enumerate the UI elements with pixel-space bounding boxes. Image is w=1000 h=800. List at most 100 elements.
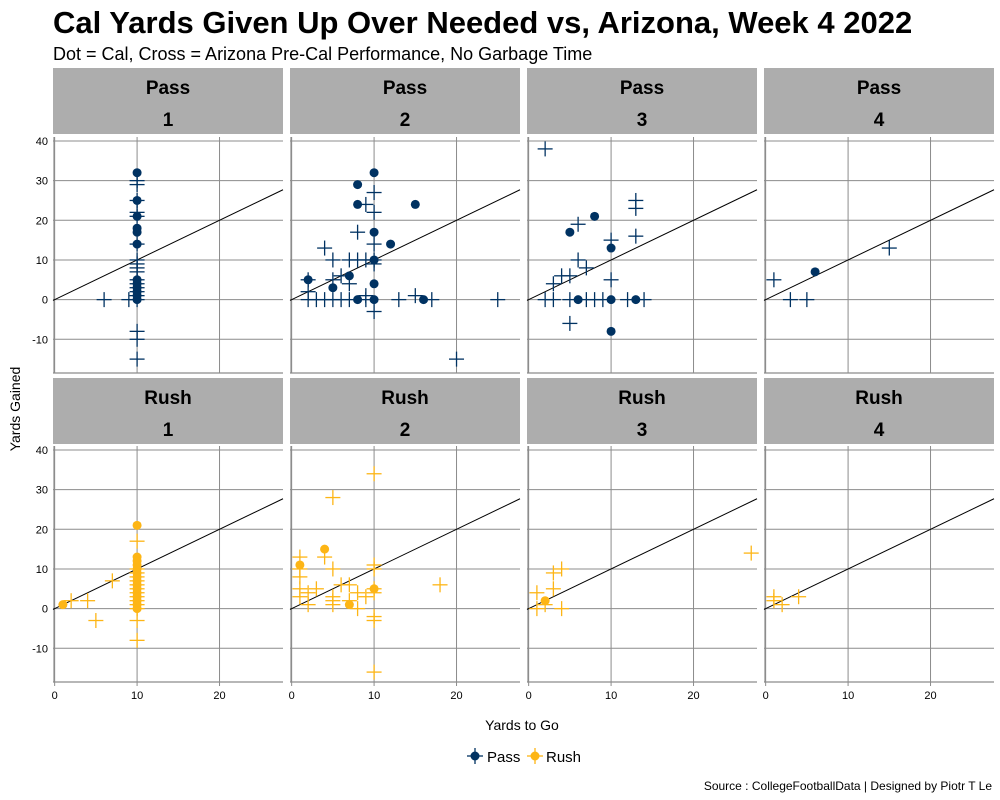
- dot-point: [369, 584, 379, 594]
- cross-point: [325, 589, 341, 605]
- x-tick-label: 20: [924, 690, 936, 702]
- reference-line-y-equals-x: [289, 189, 521, 301]
- x-tick-label: 10: [842, 690, 854, 702]
- strip-background: [290, 378, 520, 444]
- strip-type-label: Rush: [618, 388, 666, 409]
- cross-point: [350, 585, 366, 601]
- reference-line-y-equals-x: [52, 498, 284, 610]
- strip-type-label: Pass: [146, 78, 190, 99]
- legend-rush-key: [527, 748, 543, 764]
- cross-point: [603, 272, 619, 288]
- cross-point: [782, 292, 798, 308]
- cross-point: [570, 252, 586, 268]
- dot-point: [573, 295, 583, 305]
- x-tick-label: 10: [605, 690, 617, 702]
- dot-point: [369, 227, 379, 237]
- panel-pass-1: Pass 1 -10 0 10 20 30 40: [32, 68, 284, 374]
- cross-point: [341, 577, 357, 593]
- facet-strip: Rush 3: [527, 378, 757, 444]
- y-tick-label: 20: [36, 215, 48, 227]
- x-tick-label: 20: [687, 690, 699, 702]
- dot-point: [590, 211, 600, 221]
- strip-down-label: 2: [400, 420, 411, 441]
- y-tick-label: 10: [36, 564, 48, 576]
- y-tick-label: 20: [36, 524, 48, 536]
- dot-point: [369, 168, 379, 178]
- dot-point: [132, 211, 142, 221]
- cross-point: [88, 613, 104, 629]
- dot-point: [410, 199, 420, 209]
- cross-point: [562, 268, 578, 284]
- dot-point: [565, 227, 575, 237]
- facet-strip: Pass 4: [764, 68, 994, 134]
- dot-point: [328, 283, 338, 293]
- dot-point: [369, 295, 379, 305]
- cross-point: [578, 260, 594, 276]
- cross-point: [366, 466, 382, 482]
- x-tick-label: 10: [131, 690, 143, 702]
- dot-point: [353, 180, 363, 190]
- dot-point: [369, 279, 379, 289]
- reference-line-y-equals-x: [526, 498, 758, 610]
- facet-strip: Rush 4: [764, 378, 994, 444]
- cross-point: [537, 141, 553, 157]
- cross-point: [366, 236, 382, 252]
- dot-point: [386, 239, 396, 249]
- panel-pass-4: Pass 4: [763, 68, 995, 374]
- dot-point: [631, 295, 641, 305]
- facet-strip: Rush 1: [53, 378, 283, 444]
- cross-point: [449, 351, 465, 367]
- dot-point: [344, 600, 354, 610]
- y-tick-label: -10: [32, 643, 48, 655]
- cross-point: [350, 601, 366, 617]
- y-tick-label: 0: [42, 604, 48, 616]
- x-tick-label: 0: [52, 690, 58, 702]
- facet-strip: Pass 3: [527, 68, 757, 134]
- cross-point: [129, 331, 145, 347]
- dot-point: [606, 326, 616, 336]
- strip-type-label: Rush: [381, 388, 429, 409]
- cross-point: [366, 304, 382, 320]
- y-tick-label: 40: [36, 136, 48, 148]
- cross-point: [545, 292, 561, 308]
- strip-background: [764, 378, 994, 444]
- y-tick-label: 30: [36, 176, 48, 188]
- cross-point: [881, 240, 897, 256]
- legend-rush-label: Rush: [546, 749, 581, 766]
- cross-point: [366, 557, 382, 573]
- dot-point: [132, 227, 142, 237]
- cross-point: [300, 597, 316, 613]
- dot-point: [132, 520, 142, 530]
- cross-point: [545, 565, 561, 581]
- dot-point: [320, 544, 330, 554]
- facet-strip: Pass 2: [290, 68, 520, 134]
- reference-line-y-equals-x: [526, 189, 758, 301]
- strip-background: [53, 68, 283, 134]
- dot-point: [132, 295, 142, 305]
- strip-type-label: Rush: [144, 388, 192, 409]
- cross-point: [129, 632, 145, 648]
- cross-point: [129, 177, 145, 193]
- cross-point: [791, 589, 807, 605]
- cross-point: [358, 589, 374, 605]
- cross-point: [325, 490, 341, 506]
- dot-point: [419, 295, 429, 305]
- cross-point: [743, 545, 759, 561]
- cross-point: [766, 272, 782, 288]
- cross-point: [766, 593, 782, 609]
- legend-pass-key: [467, 748, 483, 764]
- strip-background: [764, 68, 994, 134]
- cross-point: [529, 601, 545, 617]
- dot-point: [810, 267, 820, 277]
- x-axis-label: Yards to Go: [485, 717, 559, 733]
- cross-point: [80, 593, 96, 609]
- panel-rush-4: Rush 4 0 10 20: [763, 378, 995, 702]
- x-tick-label: 20: [213, 690, 225, 702]
- cross-point: [129, 351, 145, 367]
- cross-point: [529, 585, 545, 601]
- strip-type-label: Pass: [620, 78, 664, 99]
- dot-point: [540, 596, 550, 606]
- strip-down-label: 3: [637, 110, 648, 131]
